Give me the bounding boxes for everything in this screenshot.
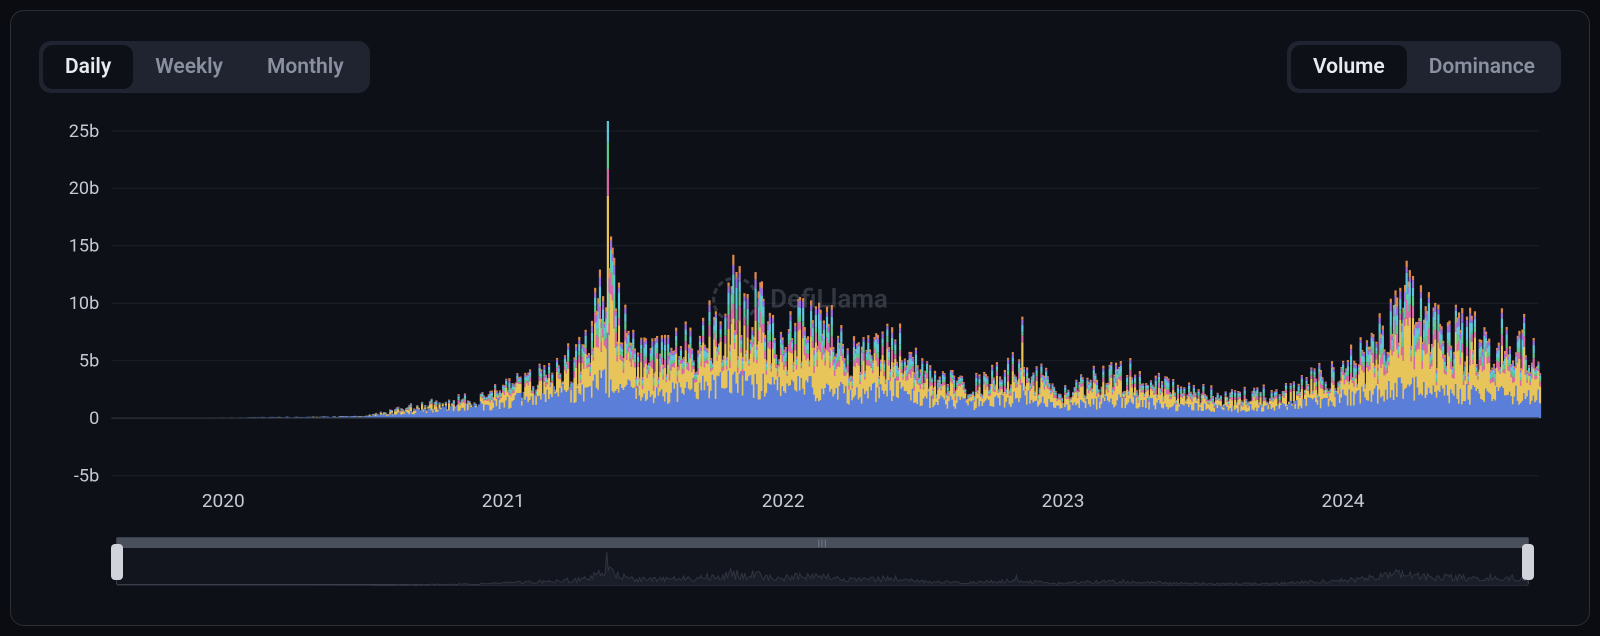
svg-text:5b: 5b — [79, 351, 99, 372]
tab-volume[interactable]: Volume — [1291, 45, 1407, 89]
chart-panel: Daily Weekly Monthly Volume Dominance -5… — [10, 10, 1590, 626]
brush-mini-chart — [117, 548, 1528, 586]
metric-toggle: Volume Dominance — [1287, 41, 1561, 93]
svg-text:0: 0 — [89, 408, 99, 429]
volume-chart-svg: -5b 0 5b 10b 15b 20b 25b 2020 2021 2022 2023 2024 — [51, 121, 1549, 515]
svg-text:-5b: -5b — [74, 466, 99, 487]
chart-area[interactable]: -5b05b10b15b20b25b20202021202220232024 D… — [51, 121, 1549, 515]
tab-dominance[interactable]: Dominance — [1407, 45, 1557, 89]
svg-text:2024: 2024 — [1322, 489, 1365, 512]
tab-monthly[interactable]: Monthly — [245, 45, 366, 89]
svg-text:25b: 25b — [69, 121, 99, 142]
svg-text:15b: 15b — [69, 236, 99, 257]
svg-text:2022: 2022 — [762, 489, 805, 512]
svg-text:2020: 2020 — [202, 489, 245, 512]
svg-text:20b: 20b — [69, 178, 99, 199]
svg-text:2023: 2023 — [1042, 489, 1085, 512]
tab-daily[interactable]: Daily — [43, 45, 133, 89]
svg-text:2021: 2021 — [482, 489, 525, 512]
time-granularity-toggle: Daily Weekly Monthly — [39, 41, 370, 93]
tab-weekly[interactable]: Weekly — [133, 45, 245, 89]
time-brush[interactable]: ||| — [116, 537, 1529, 585]
svg-text:10b: 10b — [69, 293, 99, 314]
brush-selection-bar[interactable]: ||| — [117, 538, 1528, 548]
